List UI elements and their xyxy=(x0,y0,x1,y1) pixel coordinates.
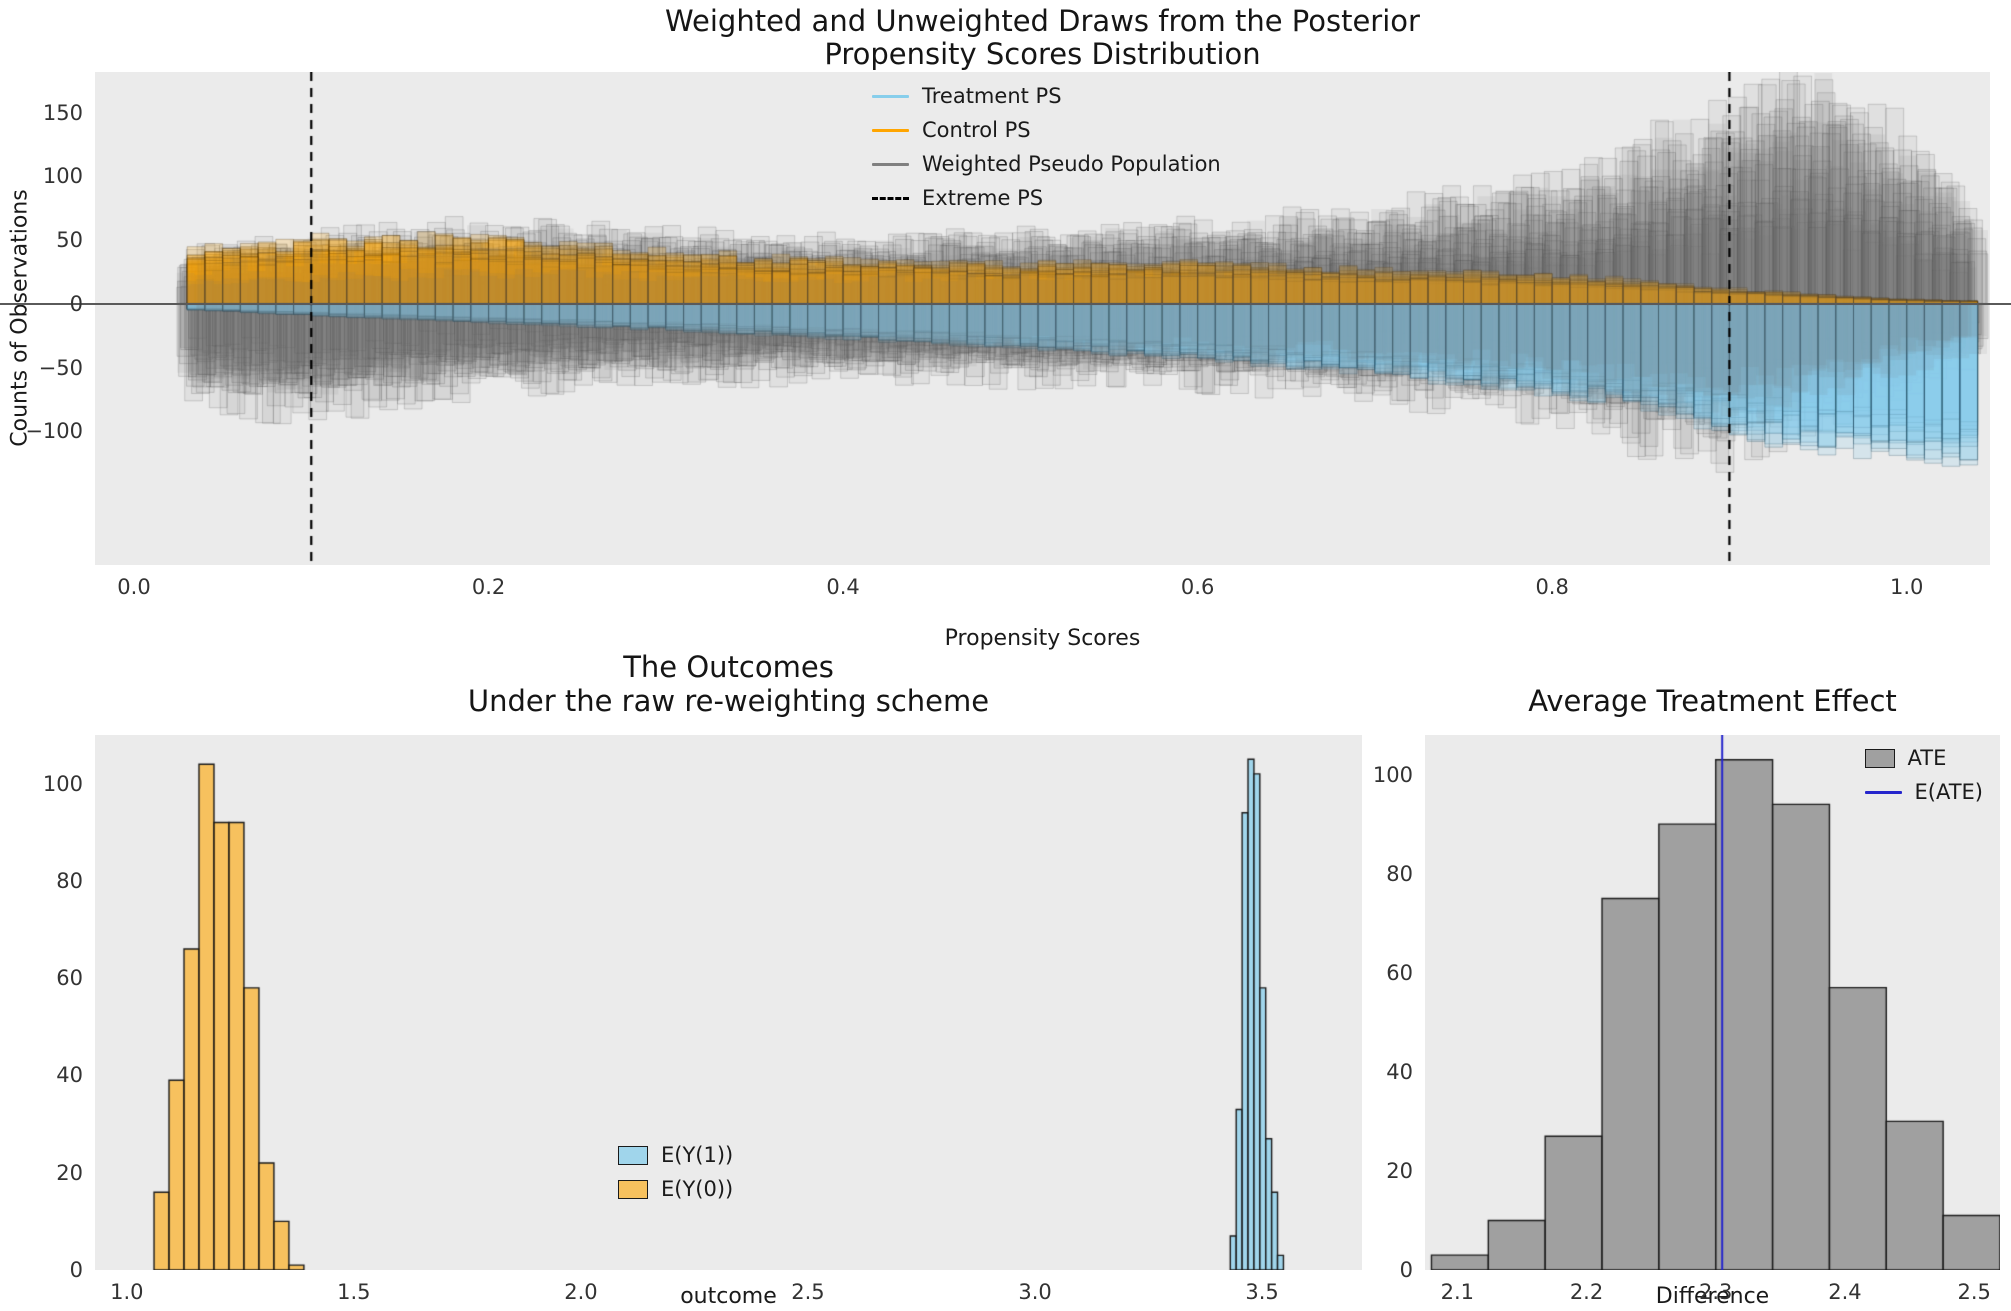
x-tick-label: 3.5 xyxy=(1245,1280,1279,1304)
legend-entry: Weighted Pseudo Population xyxy=(872,152,1221,176)
y-tick-label: −100 xyxy=(25,419,83,444)
x-tick-label: 0.4 xyxy=(826,575,860,599)
x-tick-label: 2.4 xyxy=(1828,1280,1862,1304)
legend-entry: Extreme PS xyxy=(872,186,1221,210)
ate-histogram-plot xyxy=(1425,735,2000,1270)
line-swatch-icon xyxy=(872,94,909,98)
dashed-line-swatch-icon xyxy=(872,196,909,200)
line-swatch-icon xyxy=(1864,790,1902,794)
y-tick-label: 80 xyxy=(56,868,83,893)
legend-label: E(ATE) xyxy=(1914,780,1984,804)
y-tick-label: 100 xyxy=(1372,762,1413,787)
y-tick-label: 60 xyxy=(1386,960,1413,985)
propensity-distribution-plot xyxy=(95,72,1990,565)
legend-entry: Control PS xyxy=(872,118,1221,142)
y-tick-label: 40 xyxy=(1386,1059,1413,1084)
y-tick-label: 80 xyxy=(1386,861,1413,886)
outcomes-chart-legend: E(Y(1)) E(Y(0)) xyxy=(618,1143,733,1201)
x-tick-label: 0.8 xyxy=(1535,575,1569,599)
y-tick-label: −50 xyxy=(38,355,83,380)
y-tick-label: 150 xyxy=(42,100,83,125)
y-tick-label: 20 xyxy=(1386,1158,1413,1183)
legend-entry: Treatment PS xyxy=(872,84,1221,108)
outcomes-histogram-plot xyxy=(95,735,1362,1270)
ate-chart-title: Average Treatment Effect xyxy=(1528,684,1897,718)
x-tick-label: 2.5 xyxy=(1957,1280,1991,1304)
x-tick-label: 3.0 xyxy=(1018,1280,1052,1304)
patch-swatch-icon xyxy=(618,1179,648,1199)
x-tick-label: 2.0 xyxy=(564,1280,598,1304)
top-chart-title-line1: Weighted and Unweighted Draws from the P… xyxy=(665,4,1420,38)
top-chart-legend: Treatment PS Control PS Weighted Pseudo Po… xyxy=(872,84,1221,210)
legend-label: Treatment PS xyxy=(922,84,1062,108)
legend-label: E(Y(1)) xyxy=(661,1143,734,1167)
line-swatch-icon xyxy=(872,128,909,132)
x-tick-label: 0.2 xyxy=(471,575,506,599)
zero-axis-line xyxy=(0,302,2011,305)
x-tick-label: 2.3 xyxy=(1699,1280,1733,1304)
y-tick-label: 100 xyxy=(42,771,83,796)
x-tick-label: 1.0 xyxy=(1889,575,1924,599)
legend-entry: E(Y(1)) xyxy=(618,1143,733,1167)
x-tick-label: 0.0 xyxy=(117,575,151,599)
ate-chart-xlabel: Difference xyxy=(1655,1284,1770,1309)
legend-entry: E(Y(0)) xyxy=(618,1177,733,1201)
y-tick-label: 100 xyxy=(42,164,83,189)
top-chart-ylabel: Counts of Observations xyxy=(7,189,33,447)
legend-label: Weighted Pseudo Population xyxy=(922,152,1221,176)
outcomes-chart-title-line2: Under the raw re-weighting scheme xyxy=(467,684,990,718)
y-tick-label: 20 xyxy=(56,1160,83,1185)
y-tick-label: 0 xyxy=(1399,1258,1413,1282)
patch-swatch-icon xyxy=(1864,748,1895,768)
legend-entry: ATE xyxy=(1864,746,1984,770)
x-tick-label: 0.6 xyxy=(1180,575,1215,599)
outcomes-chart-title-line1: The Outcomes xyxy=(623,650,834,684)
x-tick-label: 2.1 xyxy=(1440,1280,1474,1304)
legend-label: Control PS xyxy=(922,118,1031,142)
legend-label: Extreme PS xyxy=(922,186,1044,210)
outcomes-chart-xlabel: outcome xyxy=(680,1284,777,1309)
ate-chart-legend: ATE E(ATE) xyxy=(1864,746,1984,804)
y-tick-label: 60 xyxy=(56,966,83,991)
x-tick-label: 2.2 xyxy=(1569,1280,1604,1304)
patch-swatch-icon xyxy=(618,1145,648,1165)
legend-entry: E(ATE) xyxy=(1864,780,1984,804)
line-swatch-icon xyxy=(872,162,909,166)
top-chart-title-line2: Propensity Scores Distribution xyxy=(824,37,1261,71)
y-tick-label: 0 xyxy=(69,291,83,316)
top-chart-xlabel: Propensity Scores xyxy=(944,626,1141,651)
y-tick-label: 0 xyxy=(69,1258,83,1282)
legend-label: E(Y(0)) xyxy=(661,1177,734,1201)
x-tick-label: 1.5 xyxy=(337,1280,371,1304)
y-tick-label: 50 xyxy=(56,228,83,253)
y-tick-label: 40 xyxy=(56,1063,83,1088)
legend-label: ATE xyxy=(1907,746,1947,770)
x-tick-label: 1.0 xyxy=(110,1280,144,1304)
x-tick-label: 2.5 xyxy=(791,1280,825,1304)
